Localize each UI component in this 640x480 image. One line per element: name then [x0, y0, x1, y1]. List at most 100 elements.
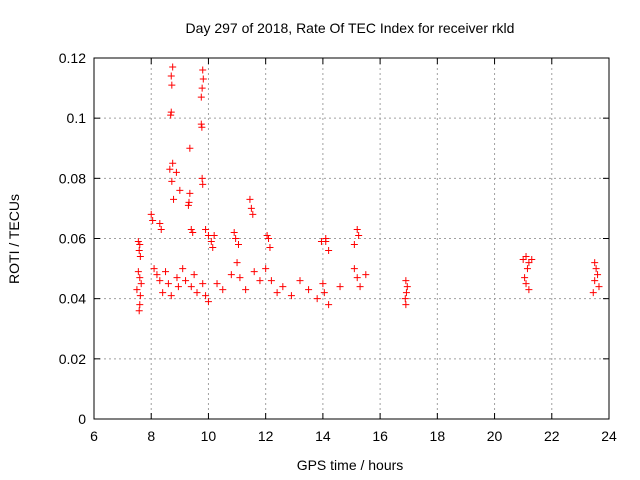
data-point: [136, 274, 144, 282]
data-point: [242, 286, 250, 294]
data-point: [182, 277, 190, 285]
x-tick-label: 14: [315, 428, 331, 444]
data-point: [187, 283, 195, 291]
y-tick-label: 0.08: [59, 170, 86, 186]
data-point: [523, 265, 531, 273]
data-point: [250, 268, 258, 276]
data-point: [172, 168, 180, 176]
x-tick-label: 10: [201, 428, 217, 444]
data-point: [174, 283, 182, 291]
data-point: [153, 271, 161, 279]
data-point: [305, 286, 313, 294]
data-point: [198, 174, 206, 182]
data-point: [325, 247, 333, 255]
data-point: [173, 274, 181, 282]
data-point: [279, 283, 287, 291]
data-point: [525, 286, 533, 294]
data-point: [169, 63, 177, 71]
y-tick-label: 0.02: [59, 351, 86, 367]
axis-ticks: 6 8 10 12 14 16 18 20 22 24 0 0.02 0.04 0.06 0.08 0.1 0.…: [59, 50, 617, 444]
data-point: [213, 280, 221, 288]
data-point: [263, 231, 271, 239]
y-tick-label: 0.12: [59, 50, 86, 66]
data-point: [350, 241, 358, 249]
data-point: [186, 189, 194, 197]
data-point: [265, 235, 273, 242]
data-point: [136, 301, 144, 309]
data-point: [353, 274, 361, 282]
data-point: [168, 81, 176, 89]
data-point: [273, 289, 281, 297]
x-tick-label: 18: [430, 428, 446, 444]
data-point: [522, 280, 530, 288]
data-point: [156, 277, 164, 285]
data-point: [591, 259, 599, 267]
data-point: [135, 307, 143, 315]
data-point: [262, 265, 270, 273]
data-point: [176, 186, 184, 194]
x-tick-label: 20: [487, 428, 503, 444]
data-point: [199, 75, 207, 83]
data-points: [133, 63, 603, 315]
data-point: [199, 180, 207, 188]
y-tick-label: 0.04: [59, 291, 86, 307]
data-point: [232, 235, 240, 242]
data-point: [355, 231, 363, 239]
data-point: [207, 238, 215, 246]
data-point: [135, 247, 143, 255]
data-point: [162, 268, 170, 276]
data-point: [592, 265, 600, 273]
data-point: [402, 277, 410, 285]
data-point: [313, 295, 321, 303]
data-point: [193, 289, 201, 297]
data-point: [401, 295, 409, 303]
data-point: [164, 280, 172, 288]
data-point: [149, 216, 157, 224]
data-point: [136, 241, 144, 249]
data-point: [528, 256, 536, 264]
data-point: [166, 165, 174, 173]
data-point: [589, 289, 597, 297]
data-point: [230, 228, 238, 236]
data-point: [159, 289, 167, 297]
data-point: [350, 265, 358, 273]
data-point: [591, 277, 599, 285]
data-point: [403, 283, 411, 291]
data-point: [179, 265, 187, 273]
data-point: [167, 108, 175, 116]
data-point: [198, 84, 206, 92]
x-tick-label: 16: [372, 428, 388, 444]
data-point: [190, 271, 198, 279]
data-point: [525, 259, 533, 267]
data-point: [169, 159, 177, 167]
data-point: [249, 210, 257, 218]
data-point: [296, 277, 304, 285]
x-tick-label: 8: [147, 428, 155, 444]
data-point: [266, 244, 274, 252]
data-point: [167, 111, 175, 119]
data-point: [522, 253, 530, 261]
data-point: [325, 301, 333, 309]
data-point: [336, 283, 344, 291]
data-point: [202, 292, 210, 300]
data-point: [147, 210, 155, 218]
data-point: [136, 253, 144, 261]
data-point: [267, 277, 275, 285]
data-point: [168, 177, 176, 185]
data-point: [362, 271, 370, 279]
data-point: [167, 72, 175, 80]
data-point: [184, 201, 192, 209]
x-axis-label: GPS time / hours: [297, 457, 404, 473]
data-point: [210, 231, 218, 239]
data-point: [150, 265, 158, 273]
data-point: [219, 286, 227, 294]
data-point: [320, 289, 328, 297]
data-point: [167, 292, 175, 300]
data-point: [197, 120, 205, 128]
data-point: [134, 268, 142, 276]
data-point: [353, 225, 361, 233]
data-point: [256, 277, 264, 285]
x-tick-label: 12: [258, 428, 274, 444]
data-point: [356, 283, 364, 291]
